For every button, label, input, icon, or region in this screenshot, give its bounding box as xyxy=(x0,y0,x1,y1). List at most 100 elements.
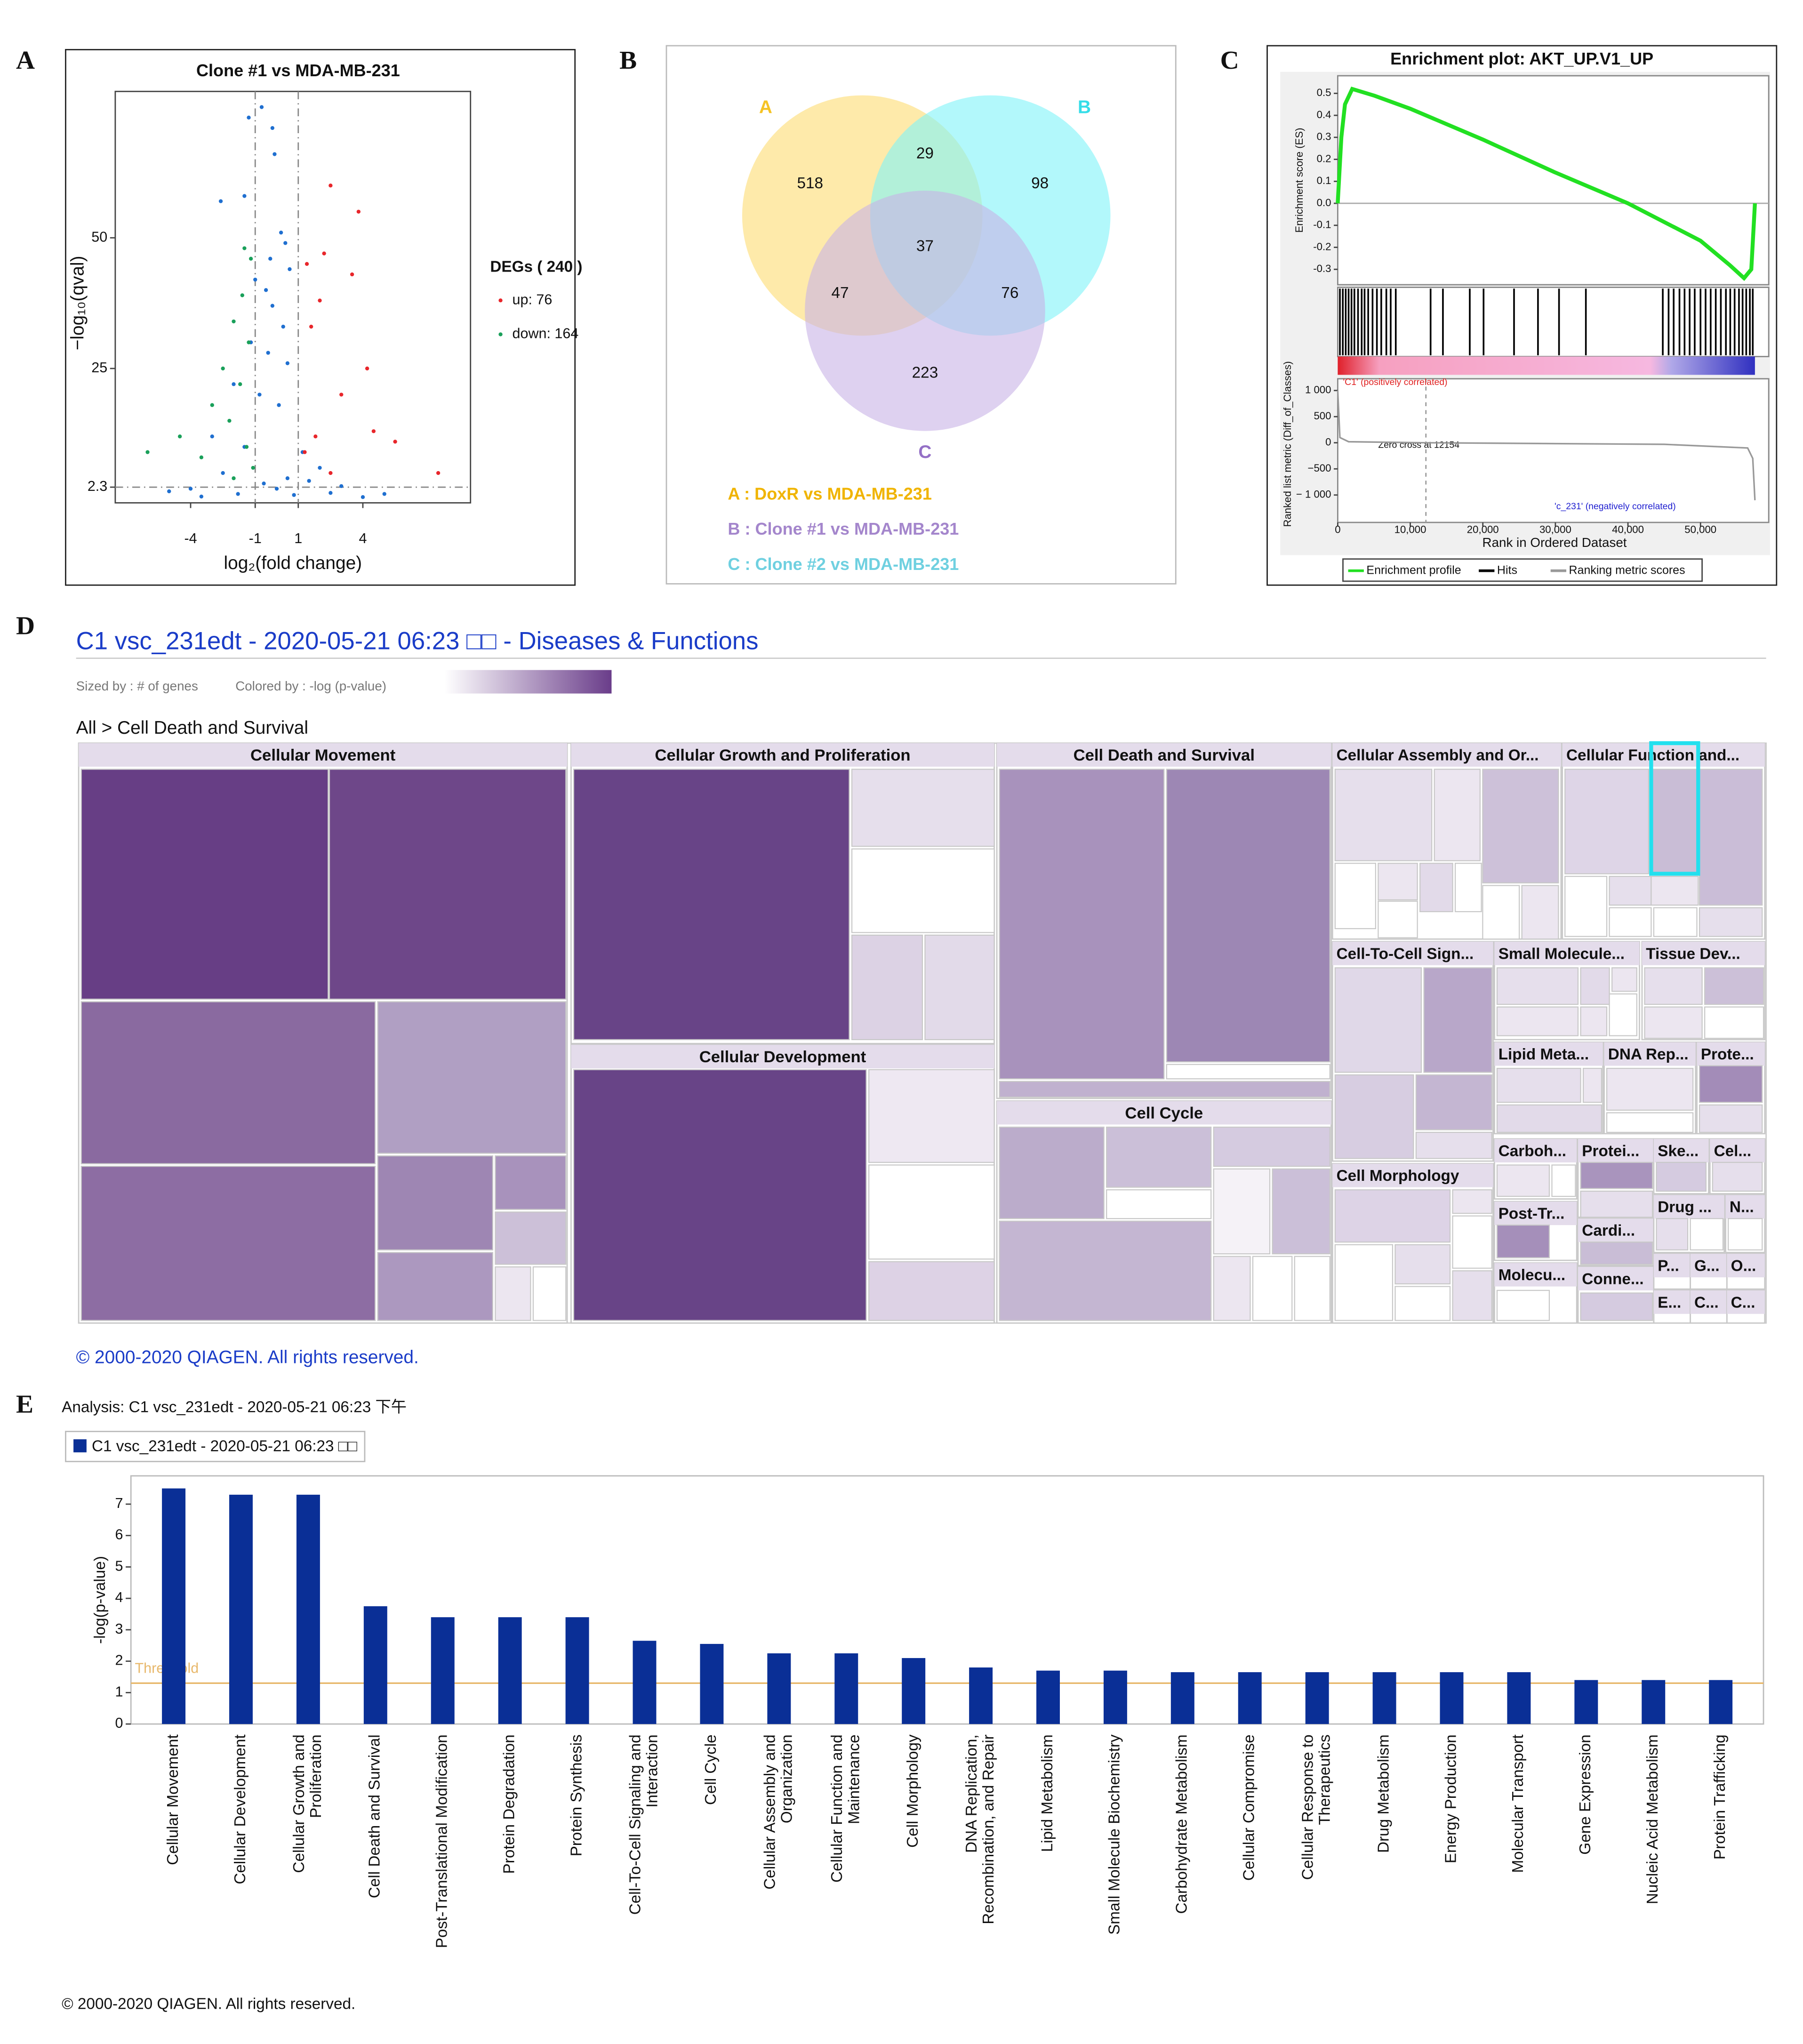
tile xyxy=(1496,1067,1581,1103)
point xyxy=(303,450,307,454)
tile xyxy=(1415,1131,1492,1159)
tile xyxy=(1166,1064,1330,1080)
y2-tick-label: 0 xyxy=(1325,436,1331,448)
y-tick-label: 4 xyxy=(115,1589,123,1605)
tile xyxy=(1580,1006,1608,1036)
tile xyxy=(80,769,329,1000)
point xyxy=(307,479,311,483)
bar xyxy=(902,1658,926,1724)
point xyxy=(251,465,255,470)
x-tick-label: 1 xyxy=(294,530,302,546)
tile xyxy=(329,769,567,1000)
tile xyxy=(80,1166,376,1321)
group-header xyxy=(1562,743,1765,767)
legend-box xyxy=(1342,558,1703,582)
tile xyxy=(1213,1168,1271,1255)
tile xyxy=(1644,967,1703,1005)
set-name: C xyxy=(918,442,931,462)
point xyxy=(268,257,272,261)
tile xyxy=(1419,863,1453,913)
tile xyxy=(1496,1006,1579,1036)
group-label: Prote... xyxy=(1701,1046,1754,1063)
region-count: 47 xyxy=(832,284,849,302)
tile xyxy=(1334,967,1422,1073)
tile xyxy=(1564,769,1649,874)
x-tick-label: -4 xyxy=(184,530,197,546)
x-tick-label: 40,000 xyxy=(1612,524,1644,536)
y2-axis-label: Ranked list metric (Diff_of_Classes) xyxy=(1282,361,1293,527)
group-header xyxy=(1690,1290,1727,1314)
tile xyxy=(1609,875,1652,906)
x-tick-label: Cellular Growth andProliferation xyxy=(290,1734,325,1873)
point xyxy=(247,115,251,120)
bar xyxy=(363,1606,387,1724)
point xyxy=(270,304,275,308)
group-header xyxy=(79,743,568,767)
tile xyxy=(1699,1104,1763,1133)
y-tick-label: 0.0 xyxy=(1317,197,1331,208)
bar xyxy=(1709,1680,1733,1724)
group-label: Cellular Movement xyxy=(250,746,396,764)
x-tick-label: -1 xyxy=(249,530,262,546)
point xyxy=(339,393,344,397)
tile xyxy=(1651,875,1699,906)
group-header xyxy=(1727,1290,1765,1314)
group-label: C... xyxy=(1694,1294,1719,1311)
legend-label: C1 vsc_231edt - 2020-05-21 06:23 □□ xyxy=(92,1438,357,1455)
panel-label: E xyxy=(16,1390,33,1419)
point xyxy=(339,484,344,489)
chart-title: Enrichment plot: AKT_UP.V1_UP xyxy=(1390,49,1653,68)
point xyxy=(210,434,214,439)
tile xyxy=(1496,1164,1550,1197)
point xyxy=(264,288,268,292)
tile xyxy=(495,1211,567,1265)
bar xyxy=(431,1617,455,1724)
panel-label: B xyxy=(619,46,637,75)
annotation: Zero cross at 12154 xyxy=(1378,440,1459,450)
x-tick-label: Cell Death and Survival xyxy=(366,1734,384,1898)
group-header xyxy=(1332,941,1493,965)
point xyxy=(227,418,232,423)
group-label: N... xyxy=(1730,1199,1754,1216)
x-tick-label: Cell-To-Cell Signaling andInteraction xyxy=(626,1734,661,1915)
bar xyxy=(700,1643,724,1724)
bar xyxy=(1372,1672,1396,1724)
y-tick-label: 2.3 xyxy=(88,478,107,494)
point xyxy=(257,393,262,397)
tile xyxy=(1580,1162,1653,1189)
point xyxy=(167,489,171,494)
tile xyxy=(573,769,850,1041)
group-header xyxy=(1642,941,1765,965)
tile xyxy=(1482,885,1520,940)
tile xyxy=(495,1266,531,1321)
group-header xyxy=(1332,1163,1493,1187)
tile xyxy=(999,1220,1212,1321)
tile xyxy=(377,1155,494,1250)
group-label: Cellular Development xyxy=(699,1048,866,1066)
tile xyxy=(532,1266,567,1321)
point xyxy=(285,361,290,366)
group-header xyxy=(1604,1042,1696,1066)
tile xyxy=(1334,1074,1414,1159)
point xyxy=(281,324,285,329)
y-tick-label: 0.1 xyxy=(1317,175,1331,186)
tile xyxy=(1496,1104,1603,1133)
point xyxy=(318,298,322,303)
tile xyxy=(851,848,995,933)
chart-title: Clone #1 vs MDA-MB-231 xyxy=(196,61,400,80)
tile xyxy=(1606,1067,1694,1111)
tile xyxy=(1699,907,1763,937)
point xyxy=(247,340,251,345)
group-label: Tissue Dev... xyxy=(1646,945,1740,962)
tile xyxy=(1699,769,1763,906)
tile xyxy=(1496,1224,1550,1258)
point xyxy=(350,272,354,277)
group-label: Lipid Meta... xyxy=(1498,1046,1589,1063)
y-axis-label: −log₁₀(qval) xyxy=(67,256,88,350)
legend-swatch xyxy=(498,298,503,303)
group-header xyxy=(1578,1266,1654,1291)
group-label: Molecu... xyxy=(1498,1266,1565,1284)
group-header xyxy=(1653,1195,1724,1219)
tile xyxy=(1521,885,1559,940)
